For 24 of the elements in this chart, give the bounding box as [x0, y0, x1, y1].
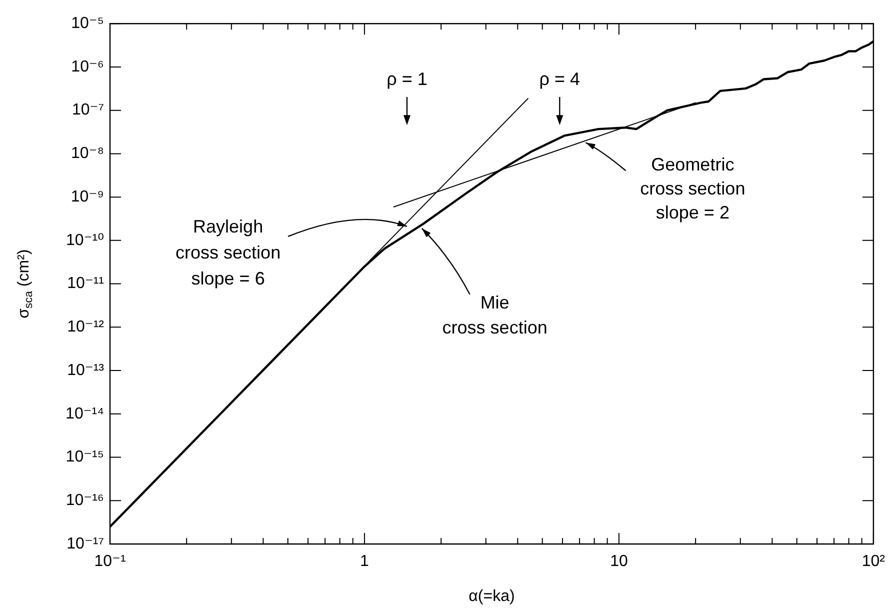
- x-tick-label: 10: [610, 553, 628, 570]
- y-tick-label: 10⁻⁵: [71, 15, 104, 32]
- y-tick-label: 10⁻¹³: [67, 362, 105, 379]
- x-tick-label: 1: [360, 553, 370, 570]
- annotation: Mie cross section: [442, 292, 548, 338]
- y-tick-label: 10⁻¹⁷: [66, 535, 104, 552]
- y-axis-title: σsca (cm²): [15, 249, 35, 318]
- x-tick-label: 10²: [862, 553, 886, 570]
- annotation: Rayleigh cross section slope = 6: [176, 216, 281, 288]
- annotation: ρ = 1: [386, 68, 428, 89]
- x-axis-title: α(=ka): [468, 588, 515, 605]
- y-tick-label: 10⁻¹⁶: [66, 492, 104, 510]
- y-tick-label: 10⁻¹¹: [67, 275, 104, 292]
- y-tick-label: 10⁻¹⁴: [66, 405, 104, 422]
- annotation: ρ = 4: [539, 68, 580, 89]
- y-tick-label: 10⁻⁶: [71, 58, 104, 76]
- x-tick-label: 10⁻¹: [94, 553, 126, 570]
- y-tick-label: 10⁻¹⁵: [66, 448, 104, 466]
- y-tick-label: 10⁻⁷: [72, 102, 104, 119]
- y-tick-label: 10⁻⁹: [70, 188, 104, 206]
- y-tick-label: 10⁻¹²: [67, 318, 105, 336]
- y-tick-label: 10⁻⁸: [71, 145, 104, 162]
- annotation: Geometric cross section slope = 2: [640, 154, 746, 223]
- y-tick-label: 10⁻¹⁰: [66, 232, 104, 249]
